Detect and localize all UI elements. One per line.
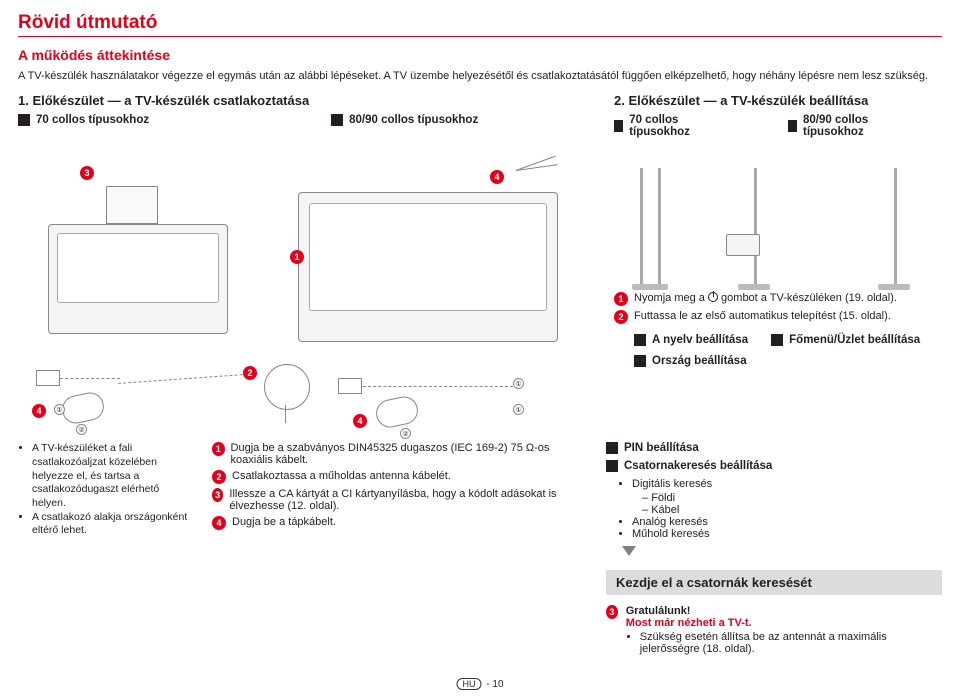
step-3-text: Illessze a CA kártyát a CI kártyanyílásb… — [229, 488, 588, 512]
section-headings-row: 1. Előkészület — a TV-készülék csatlakoz… — [18, 93, 942, 138]
step-num-1: 1 — [212, 442, 225, 456]
placement-note-2: A csatlakozó alakja országonként eltérő … — [32, 511, 194, 538]
label: A nyelv beállítása — [652, 334, 748, 346]
satellite-dish-icon — [264, 364, 310, 410]
gratul-red: Most már nézheti a TV-t. — [626, 617, 942, 629]
cable-loop-b — [374, 394, 421, 430]
placement-notes: A TV-készüléket a fali csatlakozóaljzat … — [18, 442, 194, 655]
page-footer: HU - 10 — [456, 678, 503, 690]
start-search-band: Kezdje el a csatornák keresését — [606, 570, 942, 595]
intro-text: A TV-készülék használatakor végezze el e… — [18, 69, 942, 83]
setting-country: Ország beállítása — [634, 355, 747, 367]
wall-bracket — [106, 186, 158, 224]
plug-b — [338, 378, 362, 394]
mini-label-2b: ② — [400, 428, 411, 439]
mini-label-2a: ② — [76, 424, 87, 435]
step-num-4: 4 — [212, 516, 226, 530]
tv-90 — [298, 192, 558, 342]
antenna-icon — [516, 156, 560, 184]
note-2-text: Futtassa le az első automatikus telepíté… — [634, 310, 891, 324]
step-4-text: Dugja be a tápkábelt. — [232, 516, 336, 528]
setting-mainmenu: Főmenü/Üzlet beállítása — [771, 334, 920, 346]
plug-a — [36, 370, 60, 386]
note-num-2: 2 — [614, 310, 628, 324]
lang-pill: HU — [456, 678, 481, 690]
type-70-right: 70 collos típusokhoz — [614, 114, 716, 138]
step-num-3: 3 — [212, 488, 223, 502]
step1-heading: 1. Előkészület — a TV-készülék csatlakoz… — [18, 93, 588, 108]
search-digital: Digitális keresés — [632, 478, 942, 490]
type-70-left: 70 collos típusokhoz — [18, 114, 149, 126]
search-analog: Analóg keresés — [632, 516, 942, 528]
search-terrestrial: Földi — [642, 492, 942, 504]
lower-row: A TV-készüléket a fali csatlakozóaljzat … — [18, 442, 942, 655]
marker-2: 2 — [243, 366, 257, 380]
label: 80/90 collos típusokhoz — [349, 114, 478, 126]
mini-label-1c: ① — [513, 404, 524, 415]
step-1-text: Dugja be a szabványos DIN45325 dugaszos … — [231, 442, 588, 466]
type-8090-left: 80/90 collos típusokhoz — [331, 114, 478, 126]
connection-steps: 1 Dugja be a szabványos DIN45325 dugaszos… — [212, 442, 588, 655]
step-num-2: 2 — [212, 470, 226, 484]
label: Főmenü/Üzlet beállítása — [789, 334, 920, 346]
tv-70 — [48, 224, 228, 334]
marker-4b: 4 — [32, 404, 46, 418]
page-number: - 10 — [486, 679, 503, 690]
label: 80/90 collos típusokhoz — [803, 114, 902, 138]
note-1-text: Nyomja meg a gombot a TV-készüléken (19.… — [634, 292, 897, 306]
label: PIN beállítása — [624, 442, 699, 454]
marker-3: 3 — [80, 166, 94, 180]
power-icon — [708, 292, 718, 302]
settings-continued: PIN beállítása Csatornakeresés beállítás… — [606, 442, 942, 655]
gratul-num: 3 — [606, 605, 618, 619]
cable-loop-a — [60, 390, 107, 426]
arrow-down-icon — [622, 546, 636, 560]
label: 70 collos típusokhoz — [36, 114, 149, 126]
marker-4c: 4 — [353, 414, 367, 428]
note-num-1: 1 — [614, 292, 628, 306]
gratulation-block: 3 Gratulálunk! Most már nézheti a TV-t. … — [606, 605, 942, 655]
setting-pin: PIN beállítása — [606, 442, 942, 454]
connection-diagram: ① ② ① ① ② 3 4 1 2 4 4 — [18, 146, 588, 436]
label: 70 collos típusokhoz — [629, 114, 716, 138]
marker-4a: 4 — [490, 170, 504, 184]
page-subtitle: A működés áttekintése — [18, 47, 942, 63]
label: Csatornakeresés beállítása — [624, 460, 772, 472]
mini-label-1b: ① — [513, 378, 524, 389]
gratul-note: Szükség esetén állítsa be az antennát a … — [640, 631, 942, 655]
stand-diagram — [614, 148, 934, 288]
gratul-heading: Gratulálunk! — [626, 605, 942, 617]
placement-note-1: A TV-készüléket a fali csatlakozóaljzat … — [32, 442, 194, 510]
setting-language: A nyelv beállítása — [634, 334, 748, 346]
right-notes: 1 Nyomja meg a gombot a TV-készüléken (1… — [614, 292, 942, 370]
search-satellite: Műhold keresés — [632, 528, 942, 540]
search-cable: Kábel — [642, 504, 942, 516]
step2-heading: 2. Előkészület — a TV-készülék beállítás… — [614, 93, 942, 108]
step-2-text: Csatlakoztassa a műholdas antenna kábelé… — [232, 470, 451, 482]
setting-channel-search: Csatornakeresés beállítása — [606, 460, 942, 472]
type-8090-right: 80/90 collos típusokhoz — [788, 114, 902, 138]
label: Ország beállítása — [652, 355, 747, 367]
page-title: Rövid útmutató — [18, 12, 942, 37]
